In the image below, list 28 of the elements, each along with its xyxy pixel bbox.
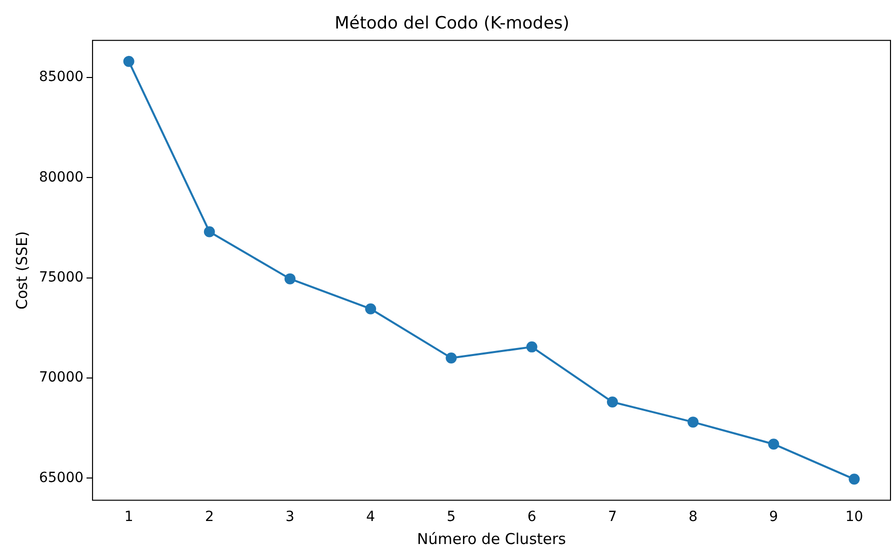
y-tick-label: 70000: [38, 370, 84, 386]
x-tick-label: 1: [124, 509, 134, 526]
point: [688, 416, 699, 428]
y-tick-label: 80000: [38, 169, 84, 186]
point: [848, 474, 860, 485]
x-tick-label: 4: [366, 509, 376, 526]
y-axis-title: Cost (SSE): [12, 231, 31, 310]
point: [446, 352, 457, 364]
y-tick-label: 75000: [38, 269, 84, 286]
x-tick-label: 2: [204, 509, 214, 526]
y-tick-label: 85000: [38, 69, 84, 86]
x-tick-label: 3: [286, 509, 294, 526]
point: [365, 303, 376, 314]
point: [606, 396, 618, 408]
point: [768, 438, 780, 450]
point: [204, 226, 215, 238]
x-tick-label: 9: [769, 509, 778, 526]
x-tick-label: 8: [688, 509, 698, 526]
point: [284, 273, 296, 284]
x-tick-label: 6: [527, 509, 536, 526]
y-tick-label: 65000: [38, 470, 84, 486]
chart-title: Método del Codo (K-modes): [334, 14, 570, 34]
x-axis-title: Número de Clusters: [417, 530, 566, 548]
x-tick-label: 7: [608, 509, 617, 526]
point: [526, 341, 538, 352]
x-tick-label: 5: [446, 509, 456, 526]
x-tick-label: 10: [845, 509, 864, 526]
point: [123, 56, 134, 67]
